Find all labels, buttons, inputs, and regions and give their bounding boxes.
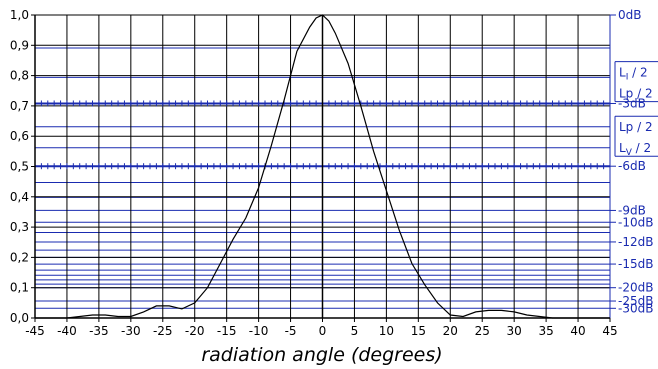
x-tick-label: 10	[379, 324, 394, 338]
x-tick-label: -5	[285, 324, 297, 338]
x-tick-label: 15	[411, 324, 426, 338]
db-label: -30dB	[618, 301, 653, 315]
y-tick-label: 0,2	[10, 250, 29, 264]
db-label: -20dB	[618, 281, 653, 295]
x-tick-label: -40	[57, 324, 77, 338]
bracket-label: LI / 2	[619, 66, 648, 83]
x-tick-label: -35	[89, 324, 109, 338]
y-tick-label: 0,1	[10, 281, 29, 295]
x-tick-label: 45	[602, 324, 617, 338]
x-tick-label: 5	[351, 324, 359, 338]
y-tick-labels: 0,0 0,1 0,2 0,3 0,4 0,5 0,6 0,7 0,8 0,9 1,0	[10, 8, 35, 325]
x-tick-label: -15	[217, 324, 237, 338]
db-label: -3dB	[618, 96, 646, 110]
bracket-label: Lp / 2	[619, 87, 653, 101]
x-tick-labels: -45 -40 -35 -30 -25 -20 -15 -10 -5 0 5 10 15 20 25 30 35…	[25, 318, 618, 338]
x-tick-label: 25	[475, 324, 490, 338]
x-tick-label: 20	[443, 324, 458, 338]
y-tick-label: 0,8	[10, 69, 29, 83]
data-series	[35, 14, 610, 319]
y-tick-label: 1,0	[10, 8, 29, 22]
db-labels: 0dB -3dB -6dB -9dB-10dB -12dB -15dB -20dB-25dB…	[610, 8, 653, 315]
db-label: -25dB	[618, 294, 653, 308]
bracket-labels: LI / 2 Lp / 2 Lp / 2 LV / 2	[614, 61, 658, 158]
x-tick-label: -25	[153, 324, 173, 338]
x-tick-label: 35	[538, 324, 553, 338]
y-tick-label: 0,4	[10, 190, 29, 204]
y-tick-label: 0,7	[10, 99, 29, 113]
x-tick-label: -20	[185, 324, 205, 338]
x-tick-label: 0	[319, 324, 327, 338]
db-label: -9dB	[618, 203, 646, 217]
radiation-pattern-line	[35, 14, 610, 319]
db-label: -12dB	[618, 235, 653, 249]
db-label: -6dB	[618, 159, 646, 173]
x-tick-label: 40	[570, 324, 585, 338]
x-tick-label: 30	[507, 324, 522, 338]
y-tick-label: 0,3	[10, 220, 29, 234]
x-axis-title: radiation angle (degrees)	[201, 344, 442, 366]
y-tick-label: 0,5	[10, 160, 29, 174]
bracket-label: LV / 2	[619, 141, 651, 158]
db-label: -10dB	[618, 215, 653, 229]
y-tick-label: 0,9	[10, 38, 29, 52]
x-tick-label: -45	[25, 324, 45, 338]
db-label: 0dB	[618, 8, 641, 22]
bracket-label: Lp / 2	[619, 120, 653, 134]
y-tick-label: 0,0	[10, 311, 29, 325]
db-label: -15dB	[618, 257, 653, 271]
x-tick-label: -30	[121, 324, 141, 338]
y-tick-label: 0,6	[10, 129, 29, 143]
x-tick-label: -10	[249, 324, 269, 338]
